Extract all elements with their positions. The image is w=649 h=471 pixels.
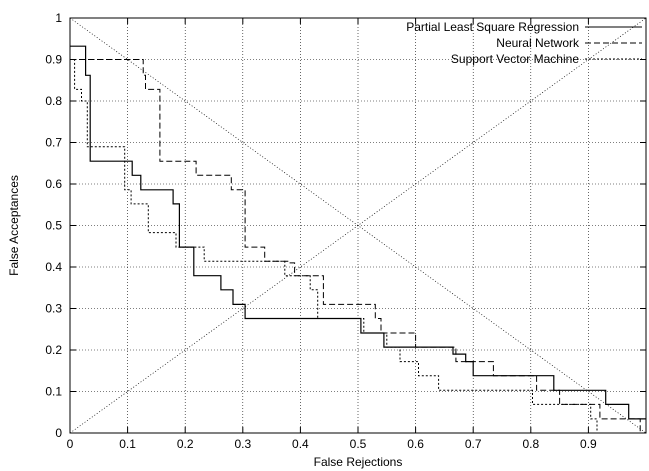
legend-label: Support Vector Machine — [451, 52, 579, 66]
x-tick-label: 0.4 — [292, 437, 309, 451]
series-line-neural-network — [70, 59, 646, 434]
y-tick-label: 0.8 — [45, 94, 62, 108]
x-tick-label: 0.5 — [350, 437, 367, 451]
x-tick-label: 0.9 — [580, 437, 597, 451]
y-tick-label: 1 — [55, 11, 62, 25]
legend: Partial Least Square Regression Neural Ne… — [406, 20, 642, 66]
y-tick-label: 0.7 — [45, 136, 62, 150]
y-tick-label: 0.4 — [45, 260, 62, 274]
tick-marks — [69, 17, 646, 434]
y-tick-label: 0 — [55, 426, 62, 440]
series — [70, 45, 646, 434]
y-tick-label: 0.6 — [45, 177, 62, 191]
reference-lines — [69, 17, 647, 434]
x-tick-label: 0.1 — [119, 437, 136, 451]
x-tick-label: 0.8 — [522, 437, 539, 451]
y-tick-label: 0.2 — [45, 343, 62, 357]
x-axis-label: False Rejections — [314, 455, 403, 469]
y-tick-label: 0.5 — [45, 219, 62, 233]
x-tick-label: 0.3 — [234, 437, 251, 451]
series-line-support-vector-machine — [70, 59, 606, 434]
series-line-partial-least-square-regression — [70, 45, 646, 420]
x-tick-label: 0.2 — [177, 437, 194, 451]
y-tick-label: 0.1 — [45, 385, 62, 399]
x-tick-label: 0 — [67, 437, 74, 451]
tick-labels: 0 0.1 0.2 0.3 0.4 0.5 0.6 0.7 0.8 0.9 0 0.1 0.2 0.3 0.… — [45, 11, 597, 451]
legend-label: Partial Least Square Regression — [406, 20, 579, 34]
x-tick-label: 0.6 — [407, 437, 424, 451]
y-axis-label: False Acceptances — [7, 175, 21, 276]
legend-label: Neural Network — [496, 36, 580, 50]
y-tick-label: 0.9 — [45, 53, 62, 67]
y-tick-label: 0.3 — [45, 302, 62, 316]
reference-diagonal — [69, 17, 647, 434]
x-tick-label: 0.7 — [465, 437, 482, 451]
